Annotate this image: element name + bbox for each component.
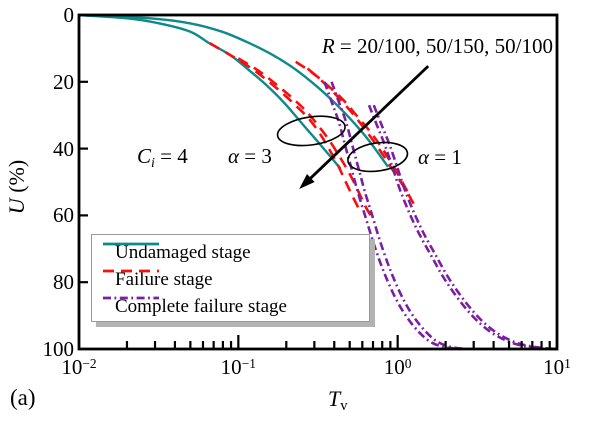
x-axis-sub: v [340,398,348,414]
curve-undamaged-alpha3 [78,13,342,170]
annotation-alpha3: α = 3 [228,144,272,168]
ellipse-alpha1 [347,141,409,173]
annotation-r-values: R = 20/100, 50/150, 50/100 [321,34,553,58]
x-tick-label-10e-1: 10−1 [220,355,256,379]
legend-swatch-solid [103,242,159,246]
x-tick-label-10e-2: 10−2 [61,355,97,379]
axis-frame [77,13,559,351]
y-tick-label-0: 0 [63,3,75,27]
x-axis-var: T [328,386,341,411]
curve-failure-alpha3-r2 [237,57,372,217]
annotation-alpha1: α = 1 [418,145,462,169]
y-tick-label-40: 40 [53,136,74,161]
annotation-ci: Ci = 4 [137,144,188,170]
legend-swatch-dashdot [103,296,159,300]
legend-item-dashed: Failure stage [102,267,213,293]
ellipse-alpha3 [276,115,346,147]
x-tick-label-10e0: 100 [383,355,412,379]
y-tick-label-60: 60 [53,203,74,228]
curve-failure-alpha1-r1 [294,60,411,197]
y-axis-unit: (%) [4,159,29,199]
legend-label: Complete failure stage [115,296,287,317]
y-tick-label-100: 100 [42,337,75,361]
arrow-line [304,65,430,184]
curve-undamaged-alpha1 [78,13,390,168]
y-tick-label-20: 20 [53,69,74,94]
curve-complete-failure-alpha3-r2 [330,81,469,351]
figure-panel-label: (a) [10,385,36,410]
arrow-head [299,174,315,190]
legend-item-solid: Undamaged stage [102,240,251,266]
x-tick-label-10e1: 101 [543,355,571,379]
curve-complete-failure-alpha1-r2 [372,104,558,351]
x-axis-title: Tv [328,388,348,414]
curve-complete-failure-alpha1-r1 [367,104,558,351]
legend-label: Undamaged stage [115,242,251,263]
legend-box: Undamaged stage Failure stage Complete fai… [91,234,370,322]
curve-failure-alpha1-r2 [306,67,415,205]
curve-failure-alpha3-r1 [208,41,360,210]
legend-swatch-dashed [103,269,159,273]
legend-item-dashdot: Complete failure stage [102,294,287,320]
y-tick-label-80: 80 [53,270,74,295]
legend-label: Failure stage [115,269,213,290]
